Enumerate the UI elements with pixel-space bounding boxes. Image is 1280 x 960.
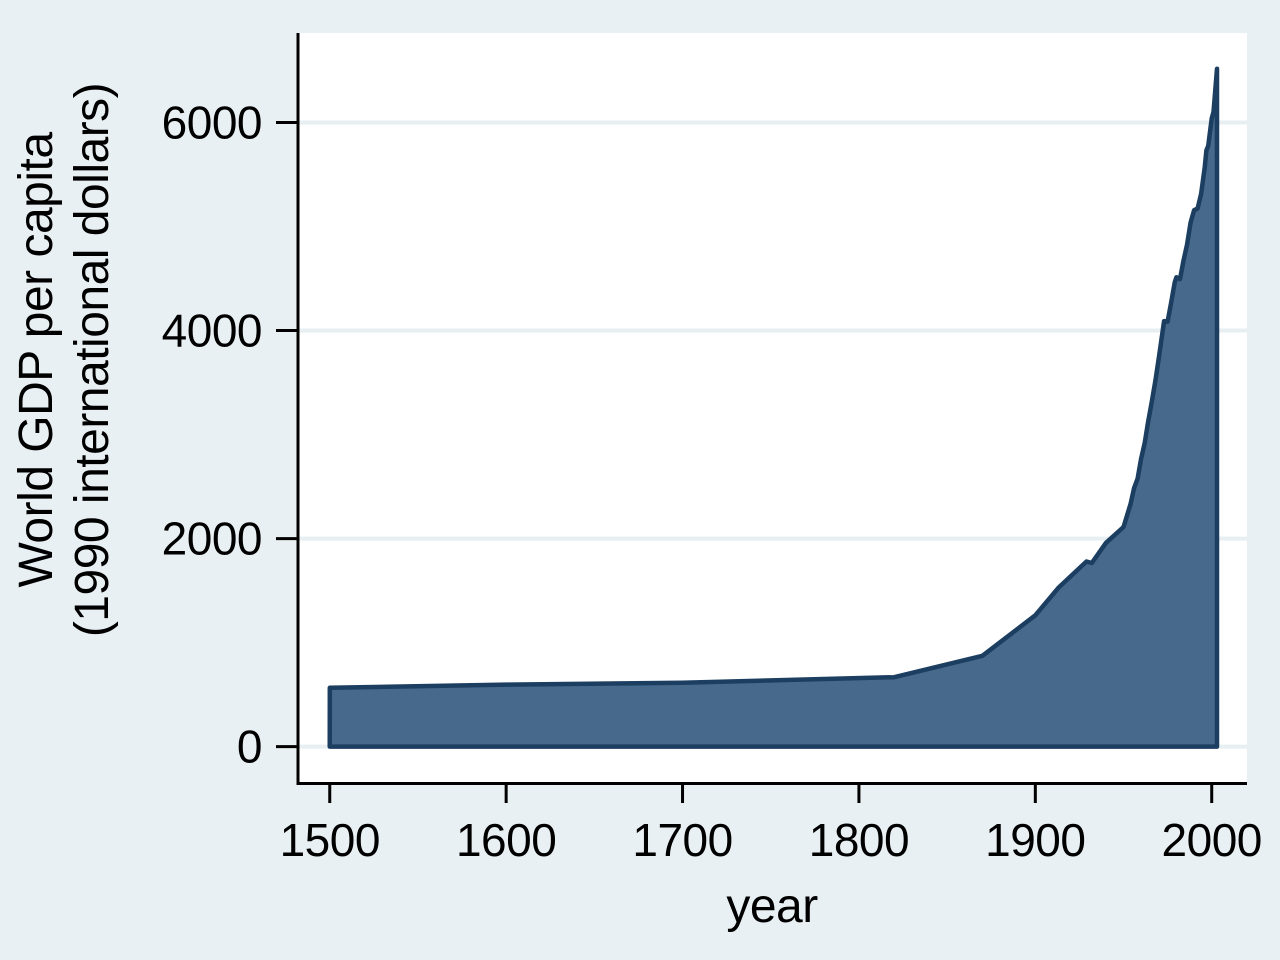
x-axis-title: year — [726, 880, 818, 933]
x-tick-label: 1600 — [456, 814, 556, 866]
tick-labels-group: 0 2000 4000 6000 1500 1600 1700 1800 1900 2000 — [162, 96, 1263, 866]
x-tick-label: 1900 — [985, 814, 1085, 866]
y-tick-label: 0 — [237, 721, 262, 773]
x-tick-label: 1500 — [280, 814, 380, 866]
x-tick-label: 1800 — [809, 814, 909, 866]
ticks-group — [276, 120, 1214, 803]
gdp-area-series — [327, 66, 1220, 749]
y-axis-title-line1: World GDP per capita — [10, 132, 63, 588]
x-tick-label: 2000 — [1162, 814, 1262, 866]
y-tick-label: 2000 — [162, 513, 262, 565]
y-tick-label: 4000 — [162, 305, 262, 357]
x-tick-label: 1700 — [632, 814, 732, 866]
y-tick-label: 6000 — [162, 96, 262, 148]
y-axis-title-line2: (1990 international dollars) — [66, 83, 119, 637]
